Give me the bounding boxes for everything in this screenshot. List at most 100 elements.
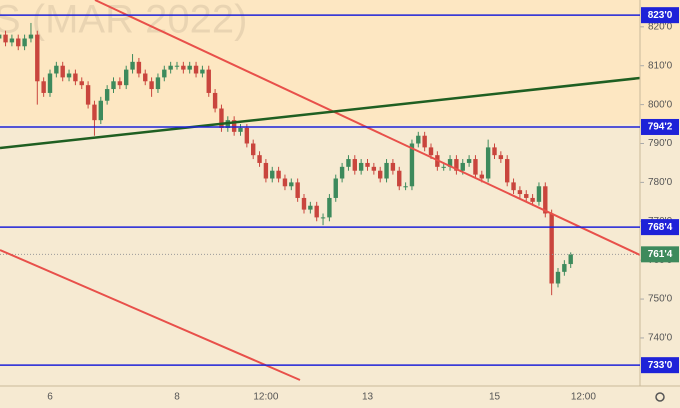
candle-body bbox=[473, 159, 478, 175]
level-label: 794'2 bbox=[648, 122, 673, 133]
candle-body bbox=[35, 34, 40, 82]
candle-body bbox=[22, 38, 27, 47]
candle-body bbox=[54, 65, 59, 74]
candle-body bbox=[73, 73, 78, 82]
x-tick-label: 15 bbox=[489, 392, 501, 403]
candle-body bbox=[187, 65, 192, 70]
level-tag bbox=[641, 357, 679, 374]
candle-body bbox=[276, 170, 281, 179]
candle-body bbox=[181, 65, 186, 70]
candle-body bbox=[104, 89, 110, 101]
candle-body bbox=[333, 178, 338, 198]
level-tag bbox=[641, 7, 679, 24]
level-label: 823'0 bbox=[648, 10, 673, 21]
trend-line bbox=[0, 76, 641, 150]
candle-body bbox=[155, 77, 161, 90]
candle-body bbox=[124, 69, 129, 86]
candle-body bbox=[200, 69, 205, 74]
candle-body bbox=[143, 73, 148, 82]
candle-body bbox=[308, 205, 313, 210]
x-tick-label: 12:00 bbox=[571, 392, 596, 403]
candle-body bbox=[174, 65, 180, 67]
candle-body bbox=[66, 73, 72, 78]
candle-body bbox=[543, 186, 548, 214]
candle-body bbox=[479, 174, 484, 179]
candle-body bbox=[384, 162, 389, 179]
candle-body bbox=[327, 197, 332, 218]
zone bbox=[0, 0, 680, 124]
last-price-tag bbox=[641, 246, 679, 263]
candle-body bbox=[352, 159, 357, 171]
candle-body bbox=[295, 182, 300, 198]
candle-body bbox=[193, 65, 199, 74]
x-tick-label: 8 bbox=[174, 392, 180, 403]
candle-body bbox=[416, 135, 421, 144]
candle-body bbox=[3, 34, 8, 43]
candle-body bbox=[505, 159, 510, 183]
candle-body bbox=[371, 166, 377, 171]
candle-body bbox=[47, 73, 53, 93]
candle-body bbox=[314, 205, 319, 218]
watermark: S (MAR 2022) bbox=[0, 0, 247, 42]
candle-body bbox=[257, 155, 262, 163]
candle-body bbox=[365, 162, 370, 167]
candle-body bbox=[117, 81, 123, 86]
candle-body bbox=[397, 170, 402, 187]
candle-body bbox=[498, 155, 504, 160]
candle-body bbox=[320, 217, 326, 219]
candle-body bbox=[422, 135, 427, 148]
candle-body bbox=[16, 38, 21, 47]
y-tick-label: 740'0 bbox=[648, 333, 673, 344]
candle-body bbox=[346, 159, 351, 167]
y-tick-label: 820'0 bbox=[648, 21, 673, 32]
candle-body bbox=[219, 108, 224, 128]
candle-body bbox=[460, 162, 465, 171]
y-tick-label: 780'0 bbox=[648, 177, 673, 188]
candle-body bbox=[466, 159, 472, 163]
candle-body bbox=[85, 85, 91, 105]
candle-body bbox=[339, 166, 345, 179]
candle-body bbox=[206, 69, 211, 93]
level-label: 733'0 bbox=[648, 360, 673, 371]
candle-body bbox=[263, 162, 269, 179]
candle-body bbox=[530, 197, 535, 202]
candle-body bbox=[162, 69, 167, 78]
candle-body bbox=[282, 178, 288, 187]
candle-body bbox=[485, 147, 491, 179]
candle-body bbox=[428, 147, 434, 156]
candle-body bbox=[555, 271, 561, 284]
x-tick-label: 12:00 bbox=[253, 392, 278, 403]
candle-body bbox=[492, 147, 497, 156]
candle-body bbox=[41, 81, 46, 93]
candle-body bbox=[98, 100, 103, 121]
level-tag bbox=[641, 118, 679, 135]
candle-body bbox=[511, 182, 516, 191]
candle-body bbox=[568, 254, 573, 265]
candle-body bbox=[92, 104, 97, 121]
level-tag bbox=[641, 219, 679, 236]
candle-body bbox=[168, 65, 173, 70]
settings-icon[interactable] bbox=[655, 392, 665, 402]
candle-body bbox=[231, 120, 237, 132]
candle-body bbox=[447, 159, 453, 167]
y-tick-label: 750'0 bbox=[648, 294, 673, 305]
candle-body bbox=[79, 81, 84, 86]
candle-body bbox=[0, 34, 2, 39]
candle-body bbox=[289, 182, 294, 187]
candle-body bbox=[238, 127, 243, 132]
candle-body bbox=[378, 170, 383, 179]
y-tick-label: 800'0 bbox=[648, 99, 673, 110]
level-label: 768'4 bbox=[648, 222, 673, 233]
candle-body bbox=[111, 81, 116, 90]
candle-body bbox=[60, 65, 65, 78]
x-tick-label: 6 bbox=[47, 392, 53, 403]
trend-line bbox=[0, 249, 301, 381]
candle-body bbox=[136, 61, 142, 74]
candle-body bbox=[517, 190, 523, 195]
candle-body bbox=[390, 162, 396, 171]
candle-body bbox=[130, 61, 135, 70]
y-tick-label: 810'0 bbox=[648, 60, 673, 71]
candle-body bbox=[524, 194, 529, 198]
overlay: 823'0 794'2 768'4 733'0 761'4 bbox=[0, 7, 679, 374]
